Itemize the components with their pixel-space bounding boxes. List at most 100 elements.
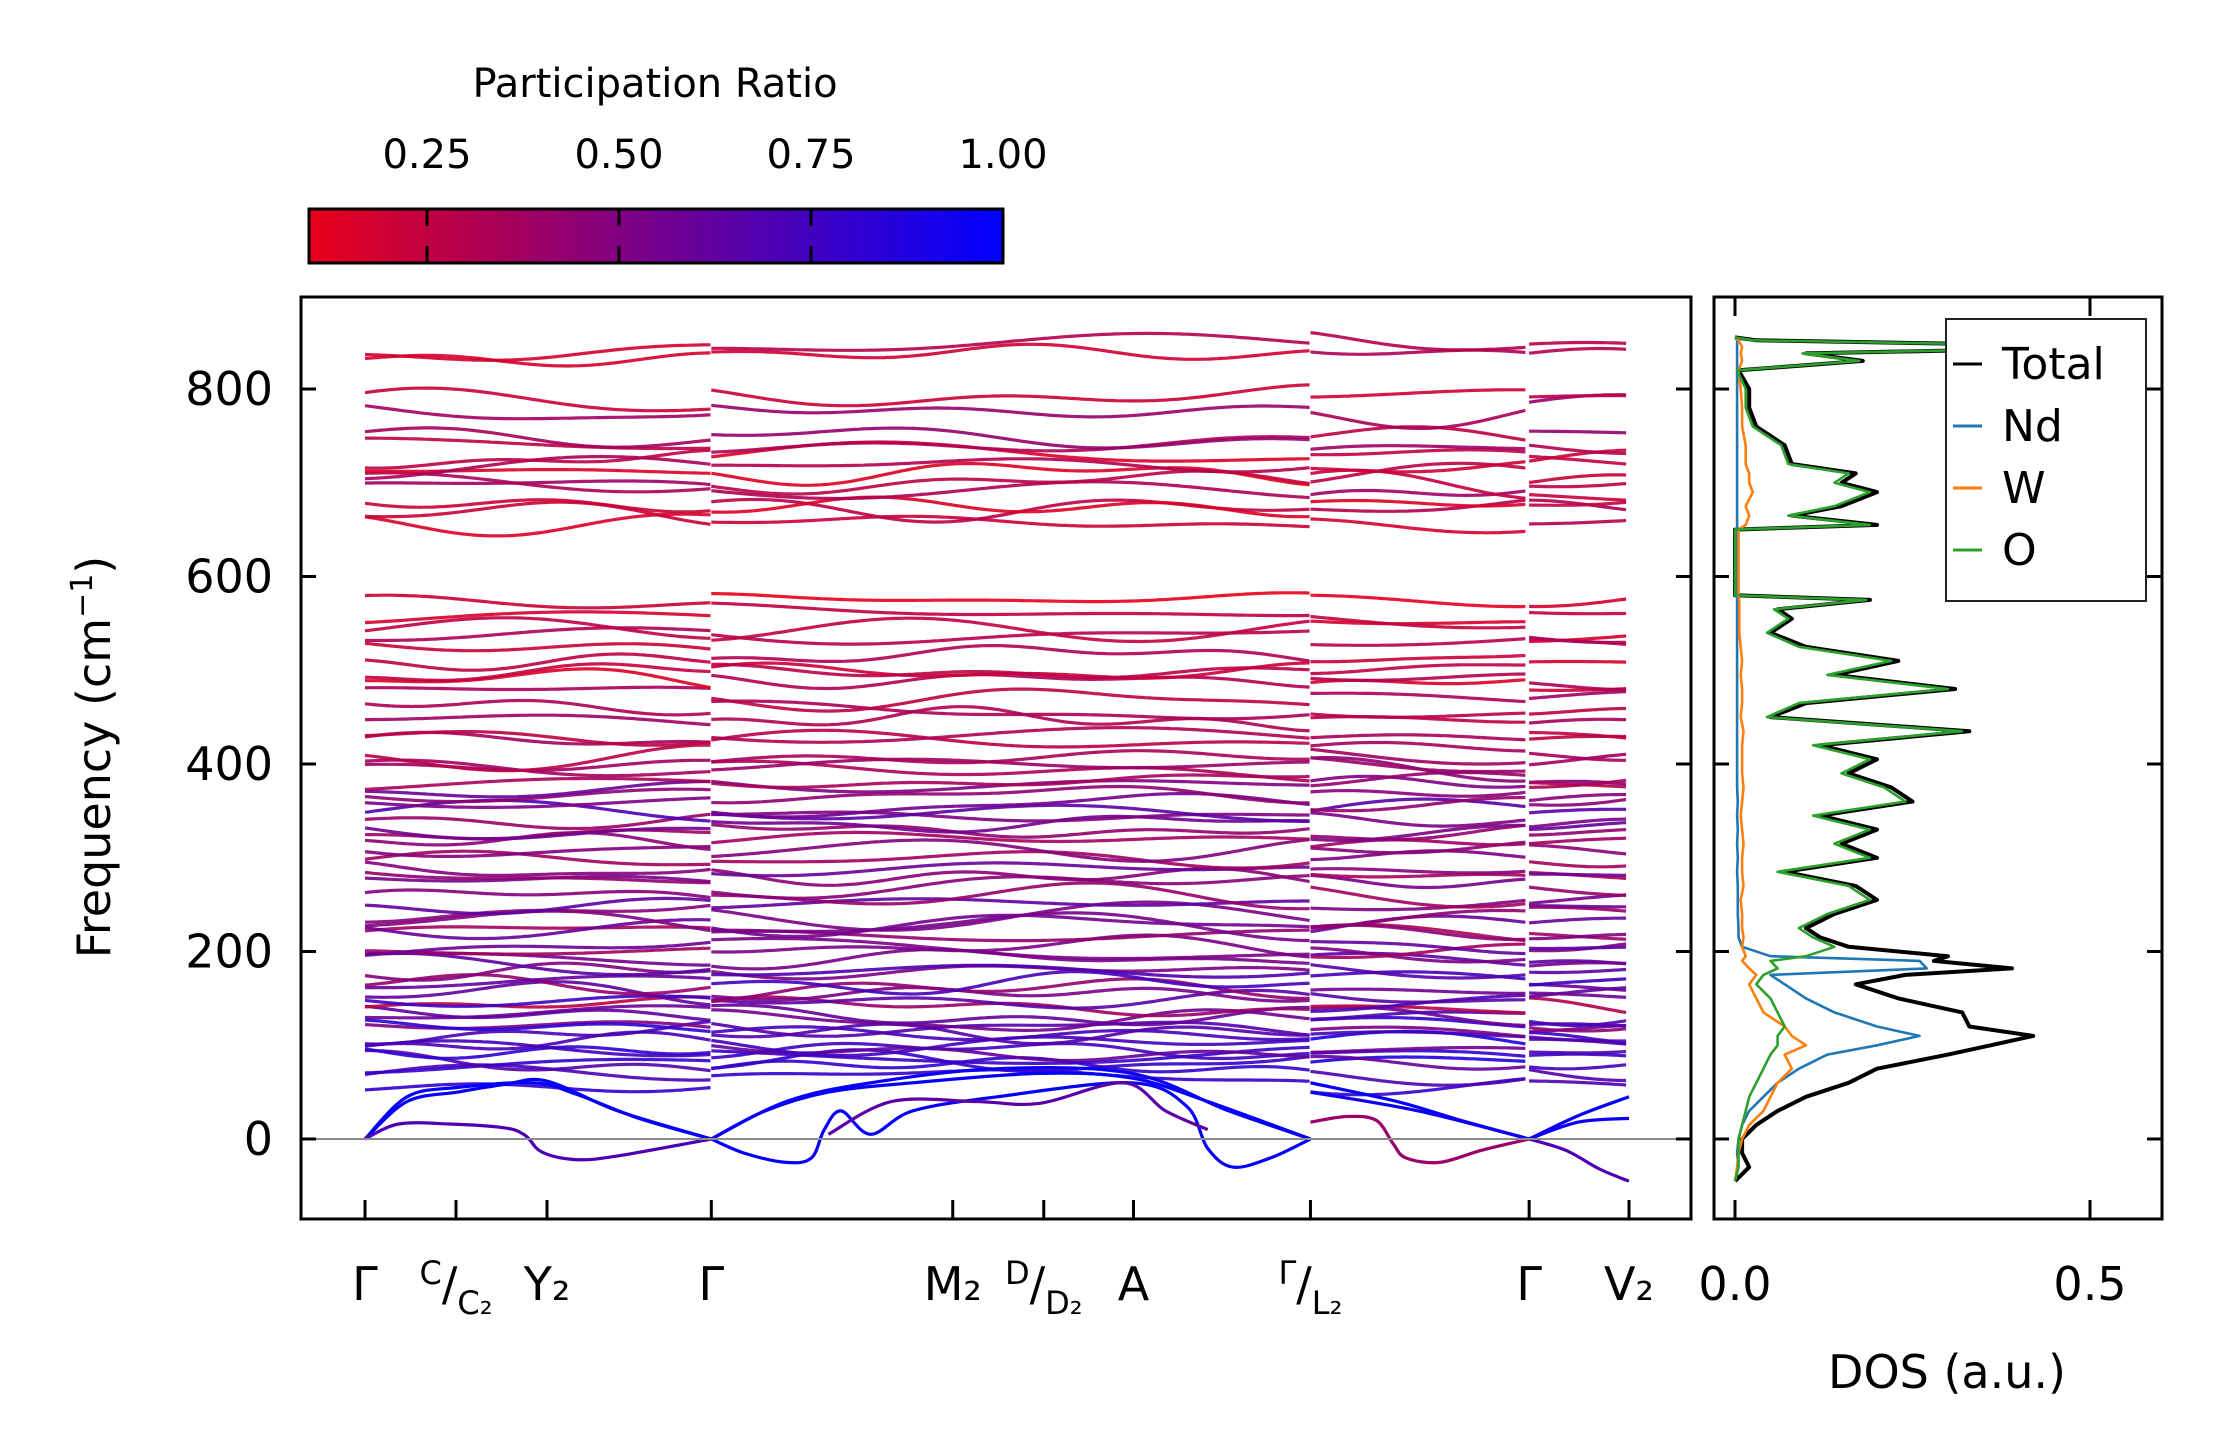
phonon-band-line	[711, 331, 1310, 352]
phonon-band-line	[1310, 517, 1526, 535]
phonon-band-line	[1528, 346, 1627, 355]
phonon-band-line	[1528, 1026, 1627, 1033]
y-tick-label: 400	[185, 737, 273, 791]
phonon-band-line	[1310, 1055, 1526, 1064]
acoustic-branch-line	[710, 1066, 1312, 1141]
phonon-band-line	[364, 610, 711, 625]
dos-x-tick-label: 0.0	[1698, 1257, 1771, 1311]
phonon-band-line	[364, 787, 711, 804]
phonon-band-line	[1310, 1077, 1526, 1097]
phonon-band-line	[1529, 821, 1627, 832]
phonon-band-line	[1529, 340, 1627, 346]
phonon-band-line	[1310, 908, 1526, 930]
phonon-band-line	[1528, 734, 1627, 741]
phonon-band-line	[1310, 711, 1526, 719]
phonon-band-line	[1529, 634, 1627, 644]
phonon-band-line	[364, 730, 711, 747]
phonon-band-line	[1310, 614, 1526, 630]
phonon-band-line	[1528, 860, 1627, 869]
phonon-band-line	[1310, 1045, 1526, 1054]
phonon-band-line	[1528, 792, 1627, 803]
phonon-band-line	[1528, 752, 1627, 767]
phonon-band-line	[1310, 460, 1526, 474]
k-point-label: Γ	[352, 1257, 378, 1311]
phonon-band-line	[364, 1004, 711, 1022]
phonon-band-line	[1528, 977, 1627, 987]
acoustic-branch-line	[1310, 1114, 1530, 1165]
phonon-band-line	[364, 1020, 711, 1030]
phonon-band-line	[1310, 987, 1526, 995]
phonon-band-line	[711, 403, 1310, 419]
phonon-band-line	[711, 728, 1310, 749]
phonon-band-line	[1529, 828, 1627, 837]
y-axis-title-close: )	[67, 556, 121, 574]
phonon-band-line	[1528, 916, 1627, 925]
phonon-band-line	[1310, 823, 1526, 842]
k-point-label: D/D₂	[1005, 1254, 1083, 1322]
phonon-band-line	[1310, 740, 1526, 753]
k-point-label-top: C	[420, 1254, 442, 1292]
phonon-band-line	[1528, 690, 1627, 701]
phonon-band-line	[1310, 770, 1526, 788]
phonon-band-line	[364, 386, 711, 413]
phonon-band-line	[1310, 811, 1526, 828]
phonon-band-line	[1529, 967, 1627, 975]
phonon-band-line	[1310, 946, 1526, 964]
phonon-band-line	[711, 837, 1310, 863]
phonon-band-line	[1310, 963, 1526, 980]
phonon-band-line	[364, 616, 711, 640]
phonon-band-line	[1310, 797, 1526, 813]
phonon-band-line	[711, 913, 1310, 938]
colorbar-tick-label: 1.00	[958, 132, 1047, 178]
phonon-band-line	[364, 1063, 711, 1082]
phonon-band-line	[364, 500, 711, 526]
phonon-band-line	[1310, 756, 1526, 774]
acoustic-branch-line	[827, 1081, 1209, 1136]
phonon-band-line	[711, 1022, 1310, 1046]
phonon-band-line	[364, 1018, 711, 1034]
phonon-band-line	[1529, 1050, 1627, 1055]
phonon-band-line	[711, 773, 1310, 789]
dos-curve-o	[1733, 336, 2134, 1182]
phonon-band-line	[1528, 1035, 1627, 1043]
k-point-label-top: Γ	[1278, 1254, 1296, 1292]
phonon-band-line	[1310, 873, 1526, 890]
phonon-band-line	[364, 1020, 711, 1046]
legend-frame	[1945, 318, 2147, 602]
phonon-band-line	[1528, 817, 1627, 829]
phonon-band-line	[364, 946, 711, 956]
phonon-band-line	[364, 849, 711, 867]
legend-label: Nd	[2002, 401, 2063, 452]
k-point-label: Γ/L₂	[1278, 1254, 1342, 1322]
k-point-label: C/C₂	[420, 1254, 493, 1322]
phonon-band-line	[364, 974, 711, 990]
dos-panel: 0.0 0.5 DOS (a.u.) Total Nd WO	[1698, 295, 2164, 1399]
phonon-band-line	[1310, 789, 1526, 798]
phonon-band-line	[1310, 867, 1526, 875]
phonon-band-line	[1529, 778, 1627, 789]
phonon-band-line	[364, 698, 711, 717]
dos-curve-w	[1733, 336, 1808, 1182]
phonon-band-line	[1529, 1079, 1627, 1087]
k-point-label: Y₂	[523, 1257, 571, 1311]
phonon-band-line	[1310, 444, 1526, 451]
phonon-band-line	[1310, 1054, 1526, 1071]
colorbar-title: Participation Ratio	[472, 61, 837, 107]
phonon-band-line	[1529, 872, 1627, 877]
y-axis-title: Frequency (cm−1)	[65, 556, 121, 959]
phonon-band-line	[711, 726, 1310, 744]
dos-curve-nd	[1733, 336, 1928, 1182]
y-tick-label: 200	[185, 925, 273, 979]
phonon-band-line	[1310, 348, 1526, 356]
colorbar: Participation Ratio 0.25 0.50 0.75 1.00	[307, 61, 1048, 265]
phonon-band-line	[1310, 733, 1526, 742]
phonon-band-line	[1529, 482, 1627, 489]
colorbar-tick-label: 0.75	[766, 132, 855, 178]
phonon-band-line	[711, 687, 1310, 713]
phonon-band-line	[1529, 394, 1627, 399]
phonon-band-line	[711, 699, 1310, 721]
phonon-band-line	[1529, 706, 1627, 716]
phonon-band-line	[711, 1041, 1310, 1061]
